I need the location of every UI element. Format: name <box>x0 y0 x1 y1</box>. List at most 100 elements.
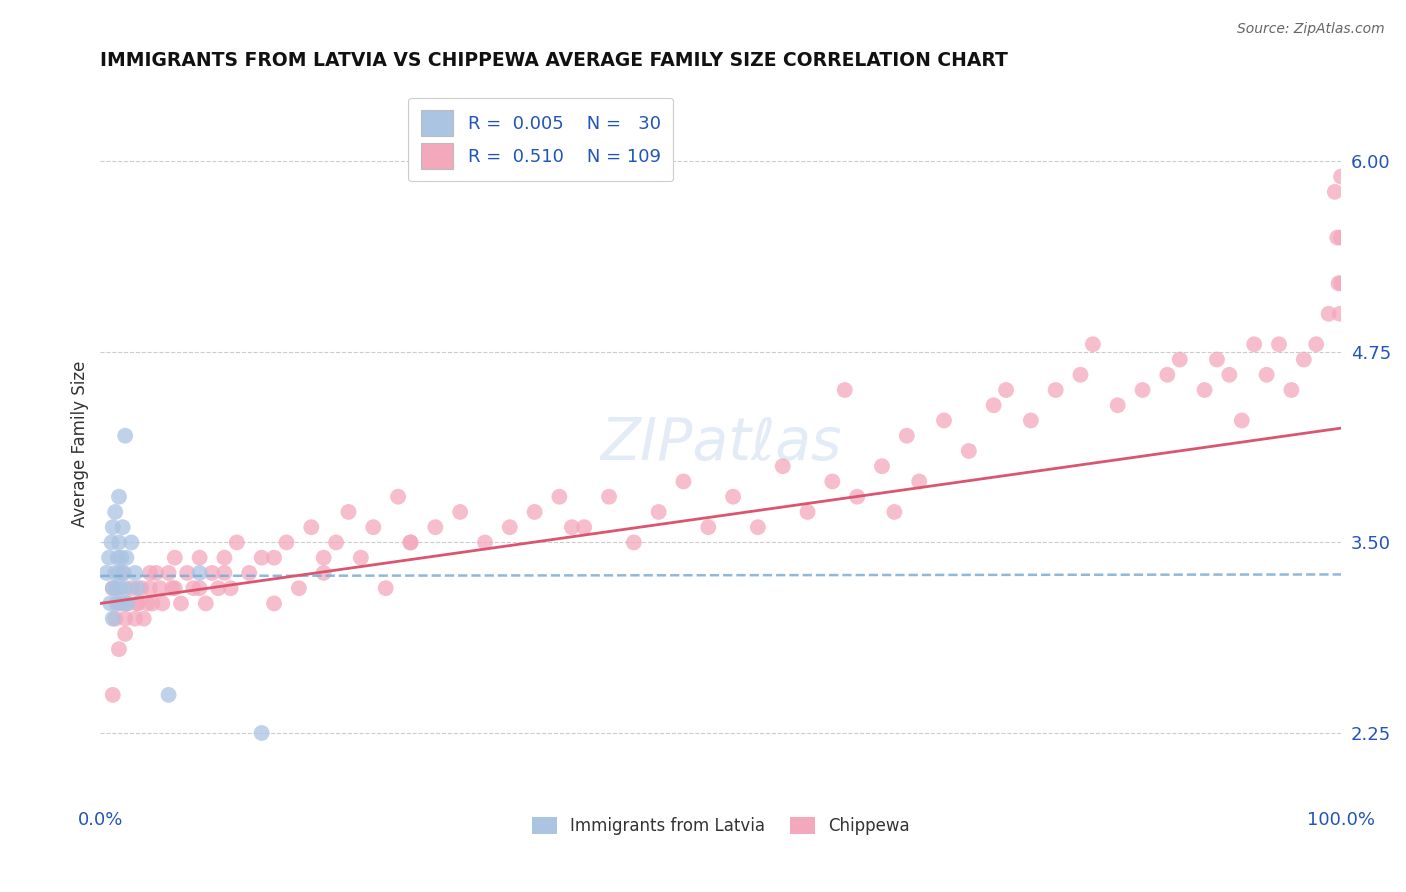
Point <box>957 444 980 458</box>
Point <box>111 566 134 580</box>
Point <box>127 596 149 610</box>
Point <box>105 581 128 595</box>
Point <box>104 612 127 626</box>
Point <box>132 612 155 626</box>
Point <box>207 581 229 595</box>
Point <box>1194 383 1216 397</box>
Point <box>425 520 447 534</box>
Point <box>721 490 744 504</box>
Point <box>772 459 794 474</box>
Point <box>114 612 136 626</box>
Point <box>846 490 869 504</box>
Point <box>108 642 131 657</box>
Point <box>149 581 172 595</box>
Point <box>1268 337 1291 351</box>
Point <box>170 596 193 610</box>
Point <box>105 596 128 610</box>
Point <box>117 596 139 610</box>
Point <box>141 596 163 610</box>
Text: ZIPatℓas: ZIPatℓas <box>600 415 841 472</box>
Point <box>337 505 360 519</box>
Point <box>896 428 918 442</box>
Point <box>111 520 134 534</box>
Point <box>399 535 422 549</box>
Point <box>821 475 844 489</box>
Point <box>623 535 645 549</box>
Point <box>1330 230 1353 244</box>
Point <box>399 535 422 549</box>
Point <box>127 596 149 610</box>
Point <box>163 550 186 565</box>
Point <box>523 505 546 519</box>
Point <box>350 550 373 565</box>
Point <box>176 566 198 580</box>
Point <box>834 383 856 397</box>
Point <box>1292 352 1315 367</box>
Point <box>1327 277 1350 291</box>
Point <box>1081 337 1104 351</box>
Point <box>129 581 152 595</box>
Point <box>288 581 311 595</box>
Point <box>1019 413 1042 427</box>
Point <box>1323 185 1346 199</box>
Point <box>101 581 124 595</box>
Point <box>162 581 184 595</box>
Point <box>1230 413 1253 427</box>
Point <box>276 535 298 549</box>
Point <box>100 535 122 549</box>
Y-axis label: Average Family Size: Average Family Size <box>72 360 89 526</box>
Point <box>1132 383 1154 397</box>
Point <box>263 596 285 610</box>
Point <box>363 520 385 534</box>
Point <box>101 688 124 702</box>
Point <box>108 596 131 610</box>
Point <box>598 490 620 504</box>
Point <box>1279 383 1302 397</box>
Point <box>188 581 211 595</box>
Point <box>449 505 471 519</box>
Point <box>574 520 596 534</box>
Point <box>136 596 159 610</box>
Point <box>561 520 583 534</box>
Point <box>139 566 162 580</box>
Point <box>214 566 236 580</box>
Point <box>263 550 285 565</box>
Point <box>474 535 496 549</box>
Point <box>870 459 893 474</box>
Point <box>98 550 121 565</box>
Point <box>312 550 335 565</box>
Point <box>983 398 1005 412</box>
Point <box>124 566 146 580</box>
Point <box>1329 307 1351 321</box>
Point <box>1107 398 1129 412</box>
Point <box>101 520 124 534</box>
Point <box>194 596 217 610</box>
Point <box>201 566 224 580</box>
Point <box>499 520 522 534</box>
Text: IMMIGRANTS FROM LATVIA VS CHIPPEWA AVERAGE FAMILY SIZE CORRELATION CHART: IMMIGRANTS FROM LATVIA VS CHIPPEWA AVERA… <box>100 51 1008 70</box>
Point <box>114 428 136 442</box>
Point <box>796 505 818 519</box>
Point <box>995 383 1018 397</box>
Point <box>98 596 121 610</box>
Point <box>101 612 124 626</box>
Point <box>312 566 335 580</box>
Point <box>120 535 142 549</box>
Point <box>1218 368 1240 382</box>
Legend: Immigrants from Latvia, Chippewa: Immigrants from Latvia, Chippewa <box>523 808 918 844</box>
Point <box>1243 337 1265 351</box>
Point <box>114 627 136 641</box>
Point <box>107 550 129 565</box>
Point <box>1156 368 1178 382</box>
Point <box>299 520 322 534</box>
Point <box>111 596 134 610</box>
Point <box>548 490 571 504</box>
Point <box>157 566 180 580</box>
Point <box>1168 352 1191 367</box>
Point <box>932 413 955 427</box>
Point <box>697 520 720 534</box>
Point <box>1330 277 1353 291</box>
Point <box>387 490 409 504</box>
Point <box>325 535 347 549</box>
Point <box>157 688 180 702</box>
